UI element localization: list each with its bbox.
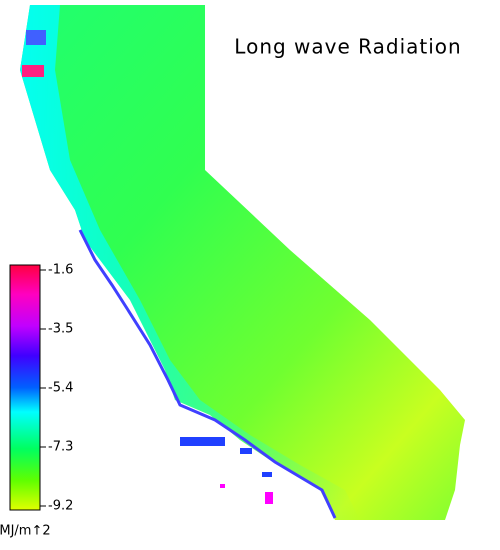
colorbar-tick-label: -7.3 [48, 440, 73, 455]
state-shape [20, 5, 465, 520]
colorbar-unit: MJ/m↑2 [0, 524, 51, 539]
colorbar-tick-label: -3.5 [48, 322, 73, 337]
colorbar-tick-label: -1.6 [48, 263, 73, 278]
colorbar [9, 264, 41, 511]
colorbar-tick-label: -5.4 [48, 381, 73, 396]
map-title: Long wave Radiation [234, 35, 461, 59]
colorbar-tick-label: -9.2 [48, 499, 73, 514]
